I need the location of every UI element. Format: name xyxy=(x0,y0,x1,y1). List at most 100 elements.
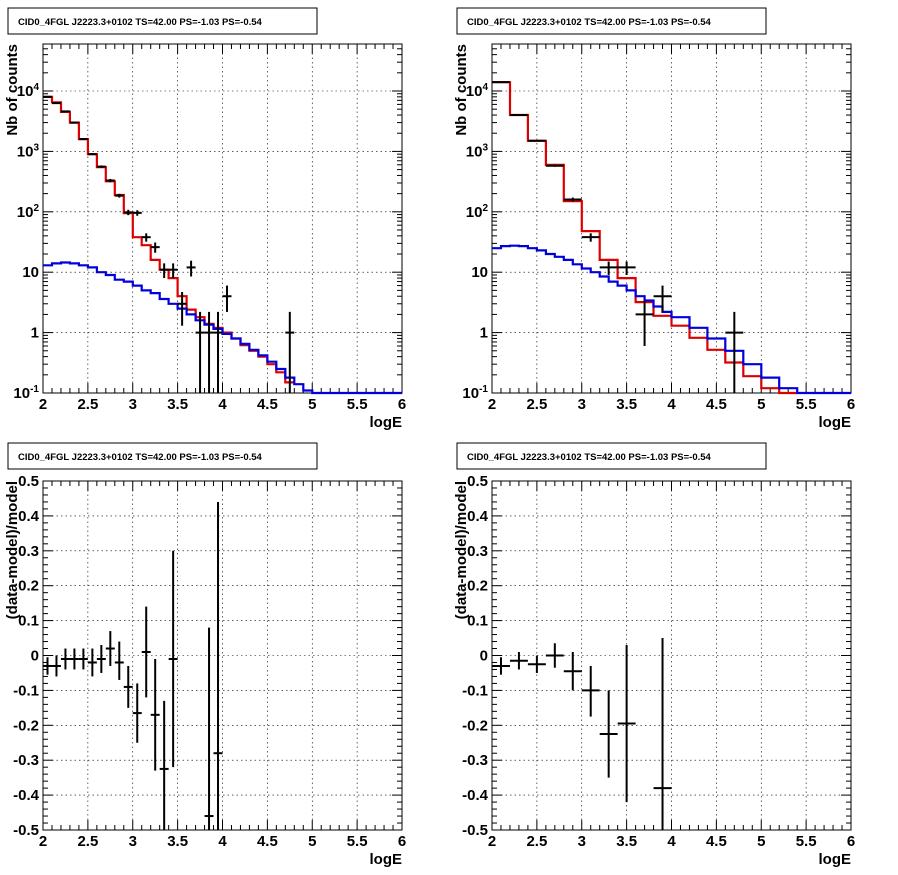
y-axis-title: Nb of counts xyxy=(453,44,470,136)
data-point xyxy=(653,285,672,312)
x-tick-label: 2.5 xyxy=(526,396,547,413)
y-tick-label: 0.1 xyxy=(467,613,488,630)
x-tick-label: 2.5 xyxy=(77,396,98,413)
x-tick-label: 5 xyxy=(757,396,765,413)
grid xyxy=(492,44,851,393)
y-tick-label: 104 xyxy=(17,82,40,100)
ticks xyxy=(491,43,852,394)
data-point xyxy=(69,648,79,670)
data-point xyxy=(105,631,115,666)
x-tick-label: 4 xyxy=(667,396,676,413)
chart-title: CID0_4FGL J2223.3+0102 TS=42.00 PS=-1.03… xyxy=(467,17,712,28)
y-tick-label: -0.2 xyxy=(462,717,488,734)
data-point xyxy=(141,606,151,698)
x-tick-label: 6 xyxy=(398,396,406,413)
y-tick-label: 0.3 xyxy=(467,543,488,560)
y-axis-title: Nb of counts xyxy=(4,44,21,136)
data-point xyxy=(635,300,654,346)
y-axis-title: (data-model)/model xyxy=(4,481,21,619)
data-point xyxy=(168,550,178,768)
grid xyxy=(43,481,402,830)
series-data-points xyxy=(43,95,295,393)
data-point xyxy=(599,261,618,275)
x-tick-label: 5.5 xyxy=(796,396,817,413)
data-point xyxy=(509,652,528,670)
data-point xyxy=(527,655,546,673)
x-tick-label: 3.5 xyxy=(167,396,188,413)
series-data-points xyxy=(492,638,672,830)
x-tick-label: 3 xyxy=(129,833,137,850)
data-point xyxy=(492,657,510,675)
data-point xyxy=(51,655,61,677)
data-point xyxy=(653,638,672,830)
chart-title: CID0_4FGL J2223.3+0102 TS=42.00 PS=-1.03… xyxy=(467,452,712,463)
data-point xyxy=(87,153,97,156)
y-tick-label: -0.3 xyxy=(462,752,488,769)
y-tick-label: -0.4 xyxy=(13,787,40,804)
x-tick-label: 5.5 xyxy=(347,396,368,413)
y-tick-label: 0.1 xyxy=(18,613,39,630)
x-tick-label: 2 xyxy=(488,396,496,413)
data-point xyxy=(725,311,744,393)
y-tick-label: -0.3 xyxy=(13,752,39,769)
x-tick-label: 4 xyxy=(667,833,676,850)
data-point xyxy=(132,210,142,216)
y-tick-label: -0.4 xyxy=(462,787,489,804)
x-tick-label: 2.5 xyxy=(526,833,547,850)
data-point xyxy=(617,261,636,275)
data-point xyxy=(492,81,510,84)
x-tick-label: 4.5 xyxy=(706,396,727,413)
data-point xyxy=(213,501,223,830)
y-tick-label: 0.5 xyxy=(18,473,39,490)
data-point xyxy=(141,233,151,242)
data-point xyxy=(60,110,70,113)
chart-title-box xyxy=(456,7,767,35)
chart-panel-bottom-right: 2 2.5 3 3.5 4 4.5 5 5.5 6 -0.5 -0.4 -0.3 -0.2 -0.1 0 0.… xyxy=(453,442,855,868)
y-tick-label: -0.2 xyxy=(13,717,39,734)
data-point xyxy=(177,292,187,326)
data-point xyxy=(43,657,52,675)
ticks xyxy=(491,480,852,831)
data-point xyxy=(69,121,79,124)
x-tick-label: 4 xyxy=(218,833,227,850)
y-tick-label: 10-1 xyxy=(462,384,488,402)
data-point xyxy=(563,197,582,202)
ticks xyxy=(42,43,403,394)
y-tick-label: 102 xyxy=(17,203,40,221)
x-tick-label: 2 xyxy=(39,396,47,413)
x-axis-title: logE xyxy=(819,851,852,868)
chart-panel-bottom-left: 2 2.5 3 3.5 4 4.5 5 5.5 6 -0.5 -0.4 -0.3 -0.2 -0.1 0 0.… xyxy=(4,442,406,868)
data-point xyxy=(545,164,564,167)
x-tick-label: 6 xyxy=(847,833,855,850)
y-tick-label: -0.1 xyxy=(13,682,39,699)
ticks xyxy=(42,480,403,831)
data-point xyxy=(581,665,600,717)
data-point xyxy=(159,700,169,830)
x-axis-title: logE xyxy=(370,851,403,868)
chart-panel-top-right: 2 2.5 3 3.5 4 4.5 5 5.5 6 10-1 1 10 102 103 104 logE Nb … xyxy=(453,7,855,431)
data-point xyxy=(222,285,232,312)
data-point xyxy=(527,139,546,142)
chart-panel-top-left: 2 2.5 3 3.5 4 4.5 5 5.5 6 10-1 1 10 102 103 104 logE Nb … xyxy=(4,7,406,431)
chart-title-box xyxy=(7,7,318,35)
x-tick-label: 2 xyxy=(488,833,496,850)
data-point xyxy=(159,263,169,279)
data-point xyxy=(168,263,178,279)
y-tick-label: 0 xyxy=(31,648,39,665)
series-data-points xyxy=(43,501,223,830)
x-tick-label: 5 xyxy=(308,396,316,413)
data-point xyxy=(96,165,106,168)
x-tick-label: 3.5 xyxy=(616,396,637,413)
y-tick-label: 104 xyxy=(466,82,489,100)
x-tick-label: 3 xyxy=(578,833,586,850)
chart-title: CID0_4FGL J2223.3+0102 TS=42.00 PS=-1.03… xyxy=(18,17,263,28)
y-tick-label: 1 xyxy=(31,325,39,342)
y-tick-label: 0.2 xyxy=(467,578,488,595)
data-point xyxy=(599,690,618,778)
x-tick-label: 4.5 xyxy=(706,833,727,850)
data-point xyxy=(285,311,295,393)
y-tick-label: 102 xyxy=(466,203,489,221)
y-tick-label: 0 xyxy=(480,648,488,665)
data-point xyxy=(132,683,142,743)
y-tick-label: 103 xyxy=(17,142,40,160)
